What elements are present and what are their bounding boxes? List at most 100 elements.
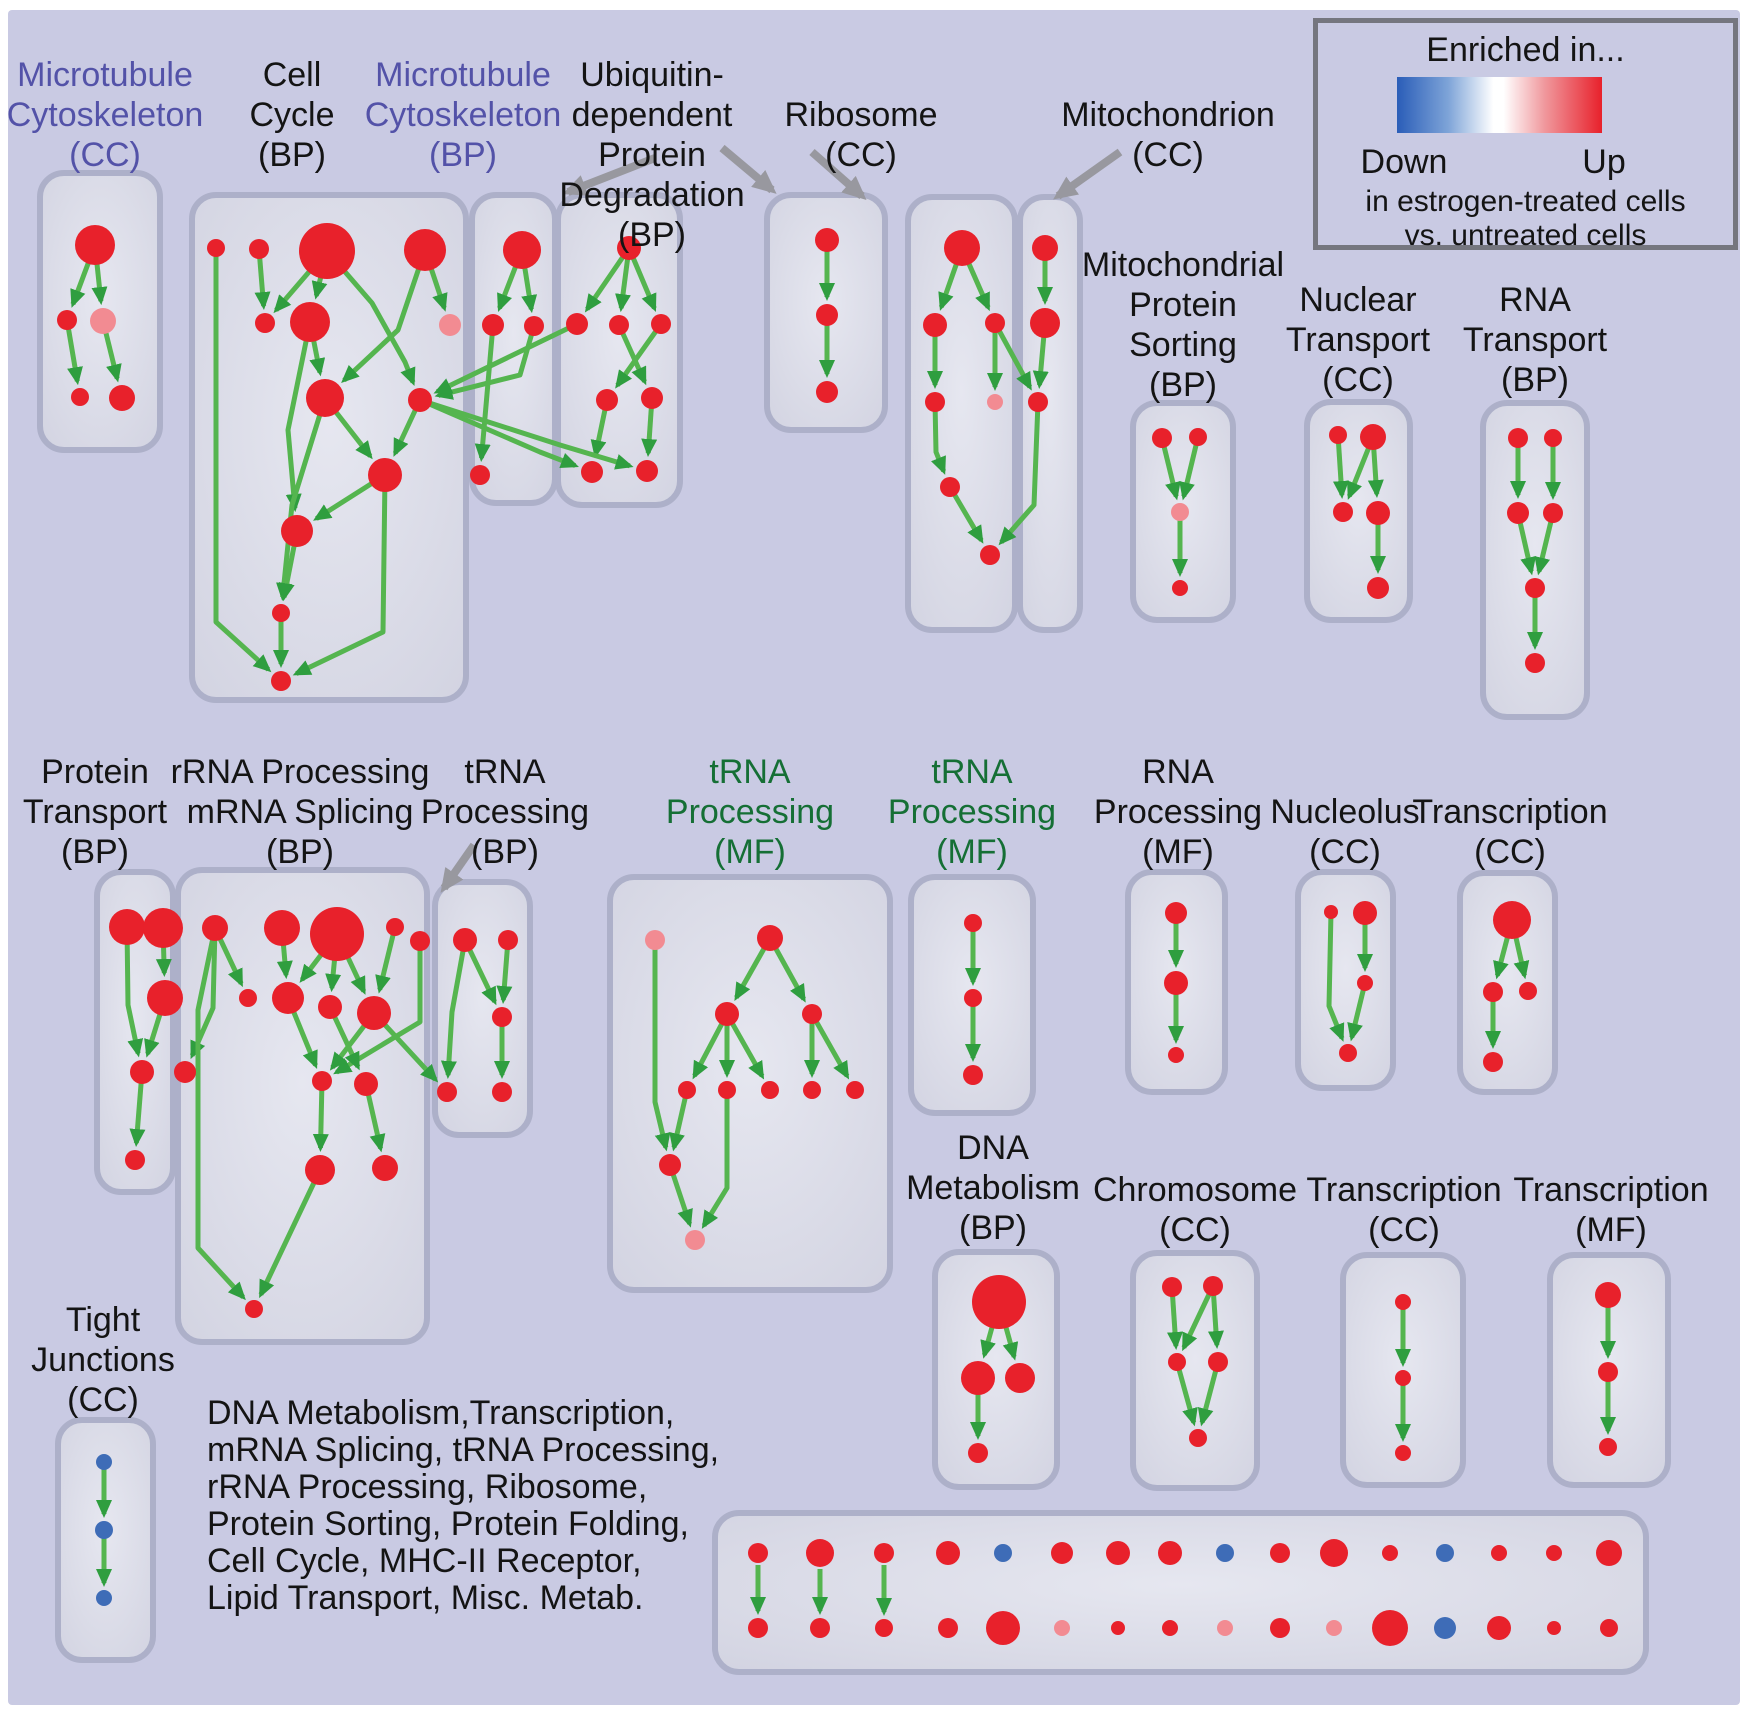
- cluster-box: [1304, 399, 1413, 623]
- node: [1595, 1282, 1621, 1308]
- edge-arrow: [998, 401, 1041, 546]
- node: [1434, 1617, 1456, 1639]
- node: [875, 1619, 893, 1637]
- edge-arrow: [64, 319, 83, 386]
- node: [492, 1082, 512, 1102]
- node: [264, 910, 300, 946]
- node: [249, 239, 269, 259]
- node: [986, 1611, 1020, 1645]
- node: [761, 1081, 779, 1099]
- node: [816, 381, 838, 403]
- node: [71, 388, 89, 406]
- node: [815, 228, 839, 252]
- node: [1382, 1545, 1398, 1561]
- node: [1596, 1540, 1622, 1566]
- node: [968, 1443, 988, 1463]
- node: [1203, 1276, 1223, 1296]
- node: [207, 239, 225, 257]
- edge-arrow: [419, 397, 634, 470]
- node: [1598, 1362, 1618, 1382]
- node: [143, 908, 183, 948]
- node: [1171, 503, 1189, 521]
- edge-arrow: [652, 940, 671, 1152]
- edge-arrow: [440, 939, 468, 1080]
- edge-arrow: [669, 1089, 690, 1152]
- cluster-box: [1130, 1250, 1260, 1491]
- node: [1436, 1544, 1454, 1562]
- node: [1217, 1620, 1233, 1636]
- edge-arrow: [1179, 436, 1201, 501]
- node: [1172, 580, 1188, 596]
- node: [498, 930, 518, 950]
- edge-arrow: [1159, 437, 1181, 501]
- node: [1189, 1429, 1207, 1447]
- node: [312, 1071, 332, 1091]
- node: [715, 1002, 739, 1026]
- node: [802, 1004, 822, 1024]
- node: [718, 1081, 736, 1099]
- node: [75, 225, 115, 265]
- node: [987, 394, 1003, 410]
- node: [641, 387, 663, 409]
- node: [816, 304, 838, 326]
- node: [90, 308, 116, 334]
- node: [404, 229, 446, 271]
- node: [1208, 1352, 1228, 1372]
- edge-arrow: [195, 927, 246, 1301]
- node: [963, 1065, 983, 1085]
- node: [1216, 1544, 1234, 1562]
- edge-arrow: [258, 1168, 323, 1299]
- edge-arrow: [276, 397, 328, 602]
- edge-arrow: [434, 325, 537, 400]
- node: [1487, 1616, 1511, 1640]
- node: [1032, 235, 1058, 261]
- node: [109, 909, 145, 945]
- node: [290, 302, 330, 342]
- node: [810, 1618, 830, 1638]
- node: [130, 1060, 154, 1084]
- node: [651, 314, 671, 334]
- edge-arrow: [496, 939, 513, 1005]
- edge-arrow: [375, 926, 398, 994]
- node: [372, 1155, 398, 1181]
- edge-arrow: [616, 323, 647, 386]
- node: [1507, 502, 1529, 524]
- node: [803, 1081, 821, 1099]
- node: [357, 996, 391, 1030]
- node: [748, 1543, 768, 1563]
- edge-arrow: [1333, 434, 1349, 500]
- node: [1372, 1610, 1408, 1646]
- node: [1491, 1545, 1507, 1561]
- node: [1546, 1545, 1562, 1561]
- node: [636, 460, 658, 482]
- node: [1270, 1543, 1290, 1563]
- node: [174, 1061, 196, 1083]
- edge-arrow: [419, 397, 579, 468]
- node: [1544, 429, 1562, 447]
- node: [1054, 1620, 1070, 1636]
- node: [1366, 501, 1390, 525]
- edge-arrow: [701, 1090, 730, 1229]
- node: [1483, 982, 1503, 1002]
- node: [925, 392, 945, 412]
- node: [1162, 1277, 1182, 1297]
- node: [936, 1541, 960, 1565]
- node: [255, 313, 275, 333]
- node: [566, 313, 588, 335]
- node: [1525, 653, 1545, 673]
- node: [1051, 1542, 1073, 1564]
- node: [125, 1150, 145, 1170]
- node: [938, 1618, 958, 1638]
- node: [806, 1539, 834, 1567]
- node: [439, 314, 461, 336]
- node: [147, 980, 183, 1016]
- node: [305, 1155, 335, 1185]
- node: [1164, 971, 1188, 995]
- label-pointer-arrow: [562, 154, 657, 196]
- edge-arrow: [124, 926, 144, 1058]
- edge-arrow: [325, 249, 416, 387]
- cluster-box: [1017, 194, 1083, 633]
- edge-arrow: [584, 246, 632, 313]
- node: [1168, 1353, 1186, 1371]
- node: [1519, 982, 1537, 1000]
